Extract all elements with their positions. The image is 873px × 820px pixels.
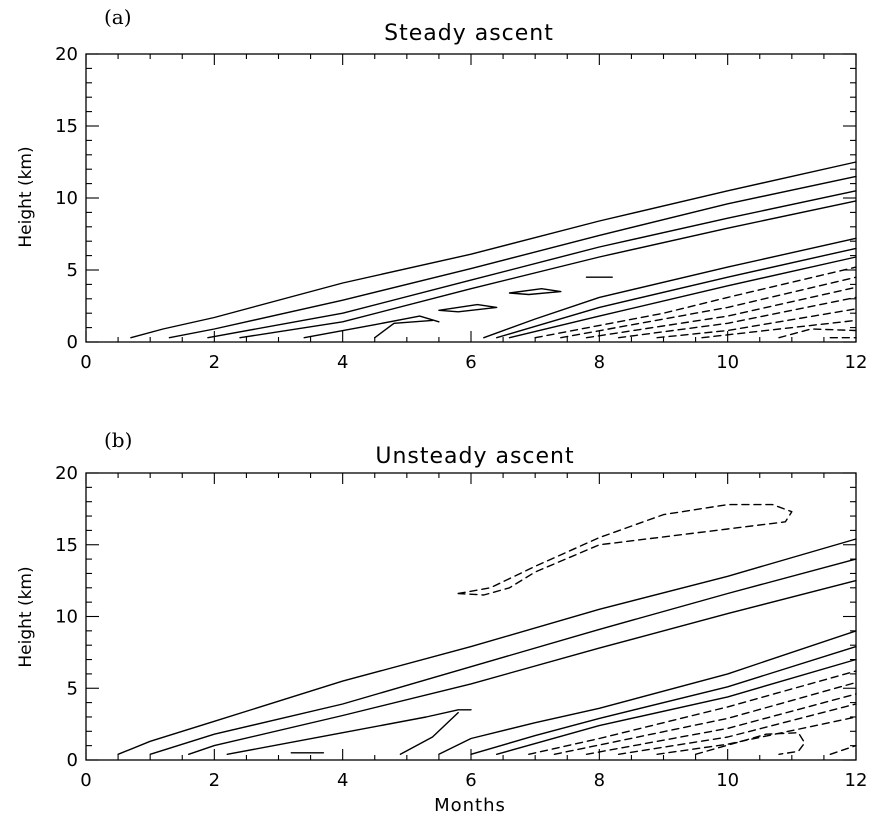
panel-a-contour-solid <box>496 247 857 339</box>
panel-b-x-axis-label: Months <box>434 795 506 816</box>
panel-b-x-tick-label: 10 <box>716 770 739 791</box>
panel-b-y-tick-label: 15 <box>55 535 78 556</box>
panel-b-contour-dashed <box>457 503 793 596</box>
panel-a-y-tick-label: 10 <box>55 188 78 209</box>
panel-b-x-tick-label: 8 <box>594 770 605 791</box>
panel-b-contour-solid <box>496 658 857 755</box>
panel-a-x-tick-label: 2 <box>209 352 220 373</box>
panel-a-y-tick-label: 15 <box>55 116 78 137</box>
panel-a-x-tick-label: 10 <box>716 352 739 373</box>
panel-a-ticks <box>85 53 857 343</box>
panel-b-y-tick-label: 20 <box>55 463 78 484</box>
panel-b-contour-solid <box>117 538 857 755</box>
panel-b-contour-dashed <box>617 703 857 755</box>
panel-b: (b) Unsteady ascent Height (km) 0 2 4 6 8 10 1… <box>16 428 867 816</box>
panel-b-label: (b) <box>104 428 132 452</box>
panel-a-contour-dashed <box>778 328 857 339</box>
panel-b-x-tick-label: 6 <box>465 770 476 791</box>
panel-a-x-tick-label: 12 <box>845 352 868 373</box>
panel-a-contour-solid <box>508 288 562 296</box>
panel-b-y-tick-label: 10 <box>55 607 78 628</box>
panel-b-contour-solid <box>470 645 857 755</box>
panel-a-contour-solid <box>130 161 857 339</box>
panel-a-contour-solid <box>168 175 857 339</box>
panel-b-x-tick-label: 4 <box>337 770 348 791</box>
panel-a-y-tick-label: 5 <box>67 260 78 281</box>
panel-b-contour-dashed <box>656 716 857 755</box>
panel-b-y-axis-label: Height (km) <box>16 566 36 667</box>
panel-a-contour-dashed <box>560 276 857 339</box>
panel-a-contour-dashed <box>534 266 857 339</box>
panel-b-contour-solid <box>149 558 857 755</box>
panel-a-x-tick-labels: 0 2 4 6 8 10 12 <box>80 352 867 373</box>
panel-a-contour-solid <box>303 315 440 339</box>
panel-a-contour-dashed <box>701 319 857 339</box>
panel-b-ticks <box>85 472 857 761</box>
panel-b-contour-dashed <box>694 732 806 755</box>
panel-a-y-axis-label: Height (km) <box>16 146 36 247</box>
panel-b-title: Unsteady ascent <box>375 444 574 469</box>
panel-a-x-tick-label: 6 <box>465 352 476 373</box>
panel-b-contour-solid <box>399 711 459 755</box>
panel-b-y-tick-labels: 0 5 10 15 20 <box>55 463 78 771</box>
panel-a-plot-frame <box>85 53 857 343</box>
panel-a-contour-solid <box>483 237 857 339</box>
panel-a-contour-solid <box>438 303 498 313</box>
panel-a-label: (a) <box>104 5 132 29</box>
panel-b-x-tick-label: 0 <box>80 770 91 791</box>
panel-a-y-tick-label: 20 <box>55 44 78 65</box>
panel-a-contour-solid <box>207 190 857 339</box>
panel-a-title: Steady ascent <box>384 21 554 46</box>
panel-a-contours <box>130 161 857 339</box>
panel-a: (a) Steady ascent Height (km) 0 2 4 6 8 10 12 … <box>16 5 867 373</box>
panel-a-y-tick-labels: 0 5 10 15 20 <box>55 44 78 353</box>
panel-b-contour-solid <box>438 630 857 755</box>
panel-b-contour-dashed <box>553 681 857 755</box>
panel-a-y-tick-label: 0 <box>67 332 78 353</box>
panel-b-x-tick-label: 12 <box>845 770 868 791</box>
panel-b-x-tick-label: 2 <box>209 770 220 791</box>
panel-a-x-tick-label: 0 <box>80 352 91 373</box>
panel-a-x-tick-label: 4 <box>337 352 348 373</box>
panel-b-contour-dashed <box>528 670 857 755</box>
panel-a-contour-dashed <box>617 296 857 339</box>
panel-b-x-tick-labels: 0 2 4 6 8 10 12 <box>80 770 867 791</box>
panel-a-contour-dashed <box>585 286 857 339</box>
panel-b-contour-solid <box>226 709 472 755</box>
panel-a-contour-solid <box>239 200 857 339</box>
panel-b-contour-dashed <box>829 744 857 755</box>
panel-b-y-tick-label: 0 <box>67 750 78 771</box>
panel-b-plot-frame <box>85 472 857 761</box>
panel-a-contour-dashed <box>656 308 857 339</box>
panel-b-contour-solid <box>188 579 857 755</box>
panel-b-y-tick-label: 5 <box>67 678 78 699</box>
panel-a-contour-solid <box>508 256 857 339</box>
panel-b-contour-dashed <box>585 693 857 755</box>
panel-a-contour-solid <box>374 319 434 339</box>
panel-a-x-tick-label: 8 <box>594 352 605 373</box>
panel-b-contours <box>117 503 857 755</box>
